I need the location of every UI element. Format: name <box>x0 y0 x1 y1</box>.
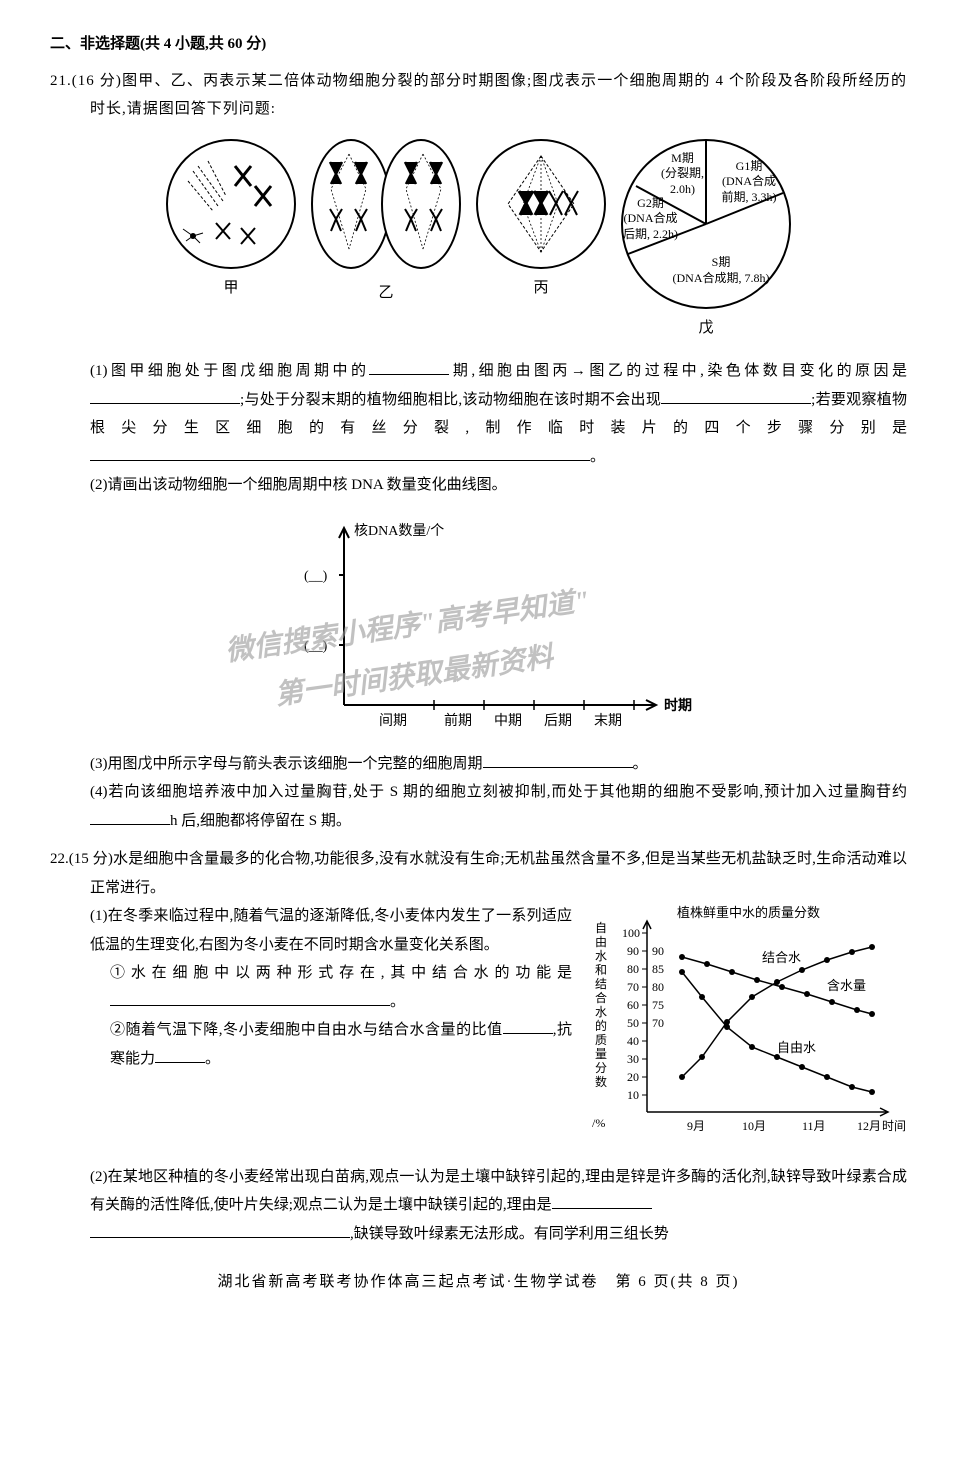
q22-p2: (2)在某地区种植的冬小麦经常出现白苗病,观点一认为是土壤中缺锌引起的,理由是锌… <box>50 1163 907 1249</box>
water-chart: 植株鲜重中水的质量分数 100 90 80 70 60 50 40 30 20 … <box>587 902 907 1163</box>
blank <box>503 1016 553 1034</box>
svg-text:60: 60 <box>627 998 639 1012</box>
q21-p3: (3)用图戊中所示字母与箭头表示该细胞一个完整的细胞周期 。 <box>50 750 907 779</box>
question-22: 22.(15 分)水是细胞中含量最多的化合物,功能很多,没有水就没有生命;无机盐… <box>50 845 907 1248</box>
diagram-yi: 乙 <box>311 139 461 308</box>
q21-p3-t2: 。 <box>633 756 648 772</box>
pie-g2: G2期(DNA合成后期, 2.2h) <box>618 196 683 243</box>
diagram-jia: 甲 <box>166 139 296 303</box>
q22-p2-t1: (2)在某地区种植的冬小麦经常出现白苗病,观点一认为是土壤中缺锌引起的,理由是锌… <box>90 1169 907 1214</box>
q21-p3-t1: (3)用图戊中所示字母与箭头表示该细胞一个完整的细胞周期 <box>90 756 483 772</box>
pie-g1: G1期(DNA合成前期, 3.3h) <box>714 159 784 206</box>
q21-p4: (4)若向该细胞培养液中加入过量胸苷,处于 S 期的细胞立刻被抑制,而处于其他期… <box>50 778 907 835</box>
xt5: 末期 <box>594 713 622 729</box>
blank <box>90 1220 350 1238</box>
xlabel: 时期 <box>664 697 692 714</box>
q22-p1-intro: (1)在冬季来临过程中,随着气温的逐渐降低,冬小麦体内发生了一系列适应低温的生理… <box>50 902 572 959</box>
svg-text:时间: 时间 <box>882 1119 906 1133</box>
label-yi: 乙 <box>311 279 461 308</box>
q21-p1-t1: (1)图甲细胞处于图戊细胞周期中的 <box>90 363 369 379</box>
svg-text:20: 20 <box>627 1070 639 1084</box>
xt2: 前期 <box>444 712 472 729</box>
svg-text:含水量: 含水量 <box>827 978 866 993</box>
blank <box>155 1045 205 1063</box>
ytick2: (__) <box>304 639 328 654</box>
svg-text:85: 85 <box>652 962 664 976</box>
svg-text:10: 10 <box>627 1088 639 1102</box>
q22-p1-t2a: ②随着气温下降,冬小麦细胞中自由水与结合水含量的比值 <box>110 1022 503 1038</box>
svg-text:80: 80 <box>627 962 639 976</box>
q22-p1-1: ①水在细胞中以两种形式存在,其中结合水的功能是。 <box>50 959 572 1016</box>
dna-chart: 核DNA数量/个 (__) (__) 间期 前期 中期 后期 末期 时期 微信搜… <box>254 510 704 740</box>
q22-p1-2: ②随着气温下降,冬小麦细胞中自由水与结合水含量的比值,抗寒能力。 <box>50 1016 572 1073</box>
label-jia: 甲 <box>166 274 296 303</box>
svg-text:80: 80 <box>652 980 664 994</box>
blank <box>90 443 590 461</box>
xt1: 间期 <box>379 713 407 729</box>
svg-text:70: 70 <box>652 1016 664 1030</box>
q21-header: 21.(16 分)图甲、乙、丙表示某二倍体动物细胞分裂的部分时期图像;图戊表示一… <box>50 67 907 124</box>
svg-text:/%: /% <box>592 1116 605 1130</box>
q21-p1: (1)图甲细胞处于图戊细胞周期中的 期,细胞由图丙→图乙的过程中,染色体数目变化的… <box>50 357 907 471</box>
q21-p2: (2)请画出该动物细胞一个细胞周期中核 DNA 数量变化曲线图。 <box>50 471 907 500</box>
blank <box>90 386 240 404</box>
svg-text:9月: 9月 <box>687 1119 705 1133</box>
q21-p1-t5: 。 <box>590 449 605 465</box>
svg-text:12月: 12月 <box>857 1119 881 1133</box>
label-wu: 戊 <box>621 314 791 343</box>
question-21: 21.(16 分)图甲、乙、丙表示某二倍体动物细胞分裂的部分时期图像;图戊表示一… <box>50 67 907 836</box>
blank <box>369 357 449 375</box>
blank <box>90 807 170 825</box>
svg-text:70: 70 <box>627 980 639 994</box>
svg-text:100: 100 <box>622 926 640 940</box>
svg-text:结合水: 结合水 <box>762 950 801 965</box>
svg-text:11月: 11月 <box>802 1119 826 1133</box>
blank <box>110 988 390 1006</box>
svg-text:30: 30 <box>627 1052 639 1066</box>
xt3: 中期 <box>494 713 522 729</box>
svg-text:75: 75 <box>652 998 664 1012</box>
chart-title: 植株鲜重中水的质量分数 <box>677 905 820 920</box>
svg-text:90: 90 <box>627 944 639 958</box>
ytick1: (__) <box>304 569 328 584</box>
q21-p1-t3: ;与处于分裂末期的植物细胞相比,该动物细胞在该时期不会出现 <box>240 392 661 408</box>
q21-p4-t1: (4)若向该细胞培养液中加入过量胸苷,处于 S 期的细胞立刻被抑制,而处于其他期… <box>90 784 907 800</box>
q22-p1-t2c: 。 <box>205 1051 220 1067</box>
svg-text:自由水: 自由水 <box>777 1040 816 1055</box>
diagram-bing: 丙 <box>476 139 606 303</box>
svg-text:40: 40 <box>627 1034 639 1048</box>
blank <box>661 386 811 404</box>
svg-text:90: 90 <box>652 944 664 958</box>
q22-p1-t1b: 。 <box>390 994 405 1010</box>
svg-text:50: 50 <box>627 1016 639 1030</box>
diagram-wu: M期(分裂期,2.0h) G1期(DNA合成前期, 3.3h) G2期(DNA合… <box>621 139 791 343</box>
q22-header: 22.(15 分)水是细胞中含量最多的化合物,功能很多,没有水就没有生命;无机盐… <box>50 845 907 902</box>
q22-p1-t1a: ①水在细胞中以两种形式存在,其中结合水的功能是 <box>110 965 572 981</box>
blank <box>483 750 633 768</box>
xt4: 后期 <box>544 713 572 729</box>
chart-ylabel: 自由水和结合水的质量分数 <box>595 921 607 1089</box>
q21-p1-t2: 期,细胞由图丙→图乙的过程中,染色体数目变化的原因是 <box>449 363 907 379</box>
q21-p4-t2: h 后,细胞都将停留在 S 期。 <box>170 813 351 829</box>
page-footer: 湖北省新高考联考协作体高三起点考试·生物学试卷 第 6 页(共 8 页) <box>50 1268 907 1297</box>
pie-m: M期(分裂期,2.0h) <box>655 151 710 198</box>
q22-p2-t2: ,缺镁导致叶绿素无法形成。有同学利用三组长势 <box>350 1226 669 1242</box>
label-bing: 丙 <box>476 274 606 303</box>
section-title: 二、非选择题(共 4 小题,共 60 分) <box>50 30 907 59</box>
pie-s: S期(DNA合成期, 7.8h) <box>663 255 779 286</box>
svg-text:10月: 10月 <box>742 1119 766 1133</box>
ylabel: 核DNA数量/个 <box>354 523 444 539</box>
diagrams-row: 甲 乙 <box>50 139 907 343</box>
blank <box>552 1191 652 1209</box>
